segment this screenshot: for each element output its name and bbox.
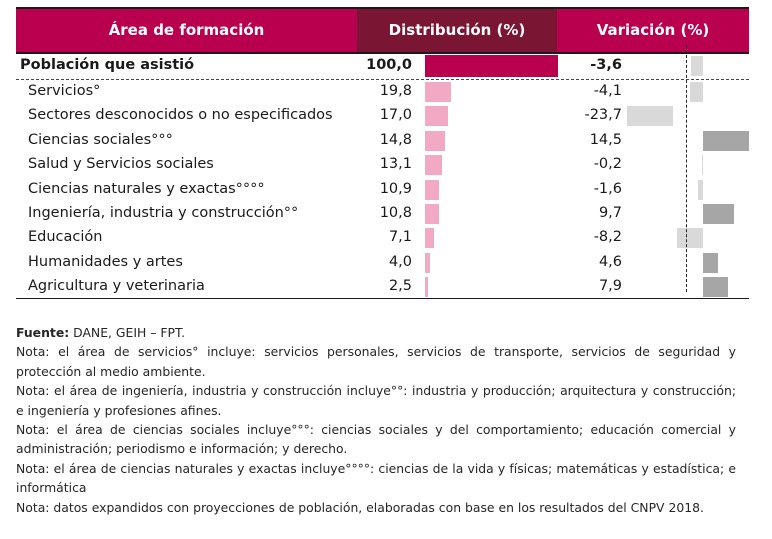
variation-zero-axis — [686, 45, 687, 292]
variation-bar — [676, 228, 703, 249]
row-distribution-value: 7,1 — [388, 229, 412, 246]
table-row: Ingeniería, industria y construcción°° 10… — [16, 202, 749, 226]
variation-bar — [697, 179, 703, 200]
row-label: Ciencias naturales y exactas°°°° — [28, 180, 265, 197]
variation-bar — [703, 130, 749, 151]
distribution-bar — [425, 155, 443, 176]
table-body: Servicios° 19,8 -4,1 Sectores desconocidos … — [16, 80, 749, 300]
row-variation-value: 14,5 — [589, 131, 622, 148]
distribution-bar — [425, 82, 452, 102]
row-label: Educación — [28, 229, 103, 246]
source-note: Fuente: DANE, GEIH – FPT. — [16, 323, 736, 342]
table-row: Ciencias naturales y exactas°°°° 10,9 -1,6 — [16, 178, 749, 202]
table-row: Ciencias sociales°°° 14,8 14,5 — [16, 129, 749, 153]
row-label: Sectores desconocidos o no especificados — [28, 107, 333, 124]
header-area: Área de formación — [16, 9, 357, 52]
row-distribution-value: 2,5 — [388, 278, 412, 295]
variation-bar — [627, 106, 674, 127]
total-variation-bar — [691, 56, 703, 76]
variation-bar — [702, 155, 703, 176]
row-label: Agricultura y veterinaria — [28, 278, 205, 295]
row-distribution-value: 13,1 — [379, 156, 412, 173]
table-row: Sectores desconocidos o no especificados… — [16, 104, 749, 128]
row-label: Ingeniería, industria y construcción°° — [28, 204, 299, 221]
row-label: Humanidades y artes — [28, 253, 183, 270]
note-data-expansion: Nota: datos expandidos con proyecciones … — [16, 499, 704, 515]
row-distribution-value: 4,0 — [388, 253, 412, 270]
total-variation-value: -3,6 — [590, 57, 622, 73]
table-row: Humanidades y artes 4,0 4,6 — [16, 251, 749, 275]
distribution-bar — [425, 203, 440, 224]
variation-bar — [703, 252, 718, 273]
source-label: Fuente: — [16, 325, 70, 340]
table-header: Área de formación Distribución (%) Varia… — [16, 7, 749, 54]
note-engineering: Nota: el área de ingeniería, industria y… — [16, 383, 736, 418]
row-label: Salud y Servicios sociales — [28, 156, 214, 173]
row-label: Ciencias sociales°°° — [28, 131, 173, 148]
distribution-bar — [425, 277, 429, 298]
variation-bar — [689, 82, 703, 102]
total-row: Población que asistió 100,0 -3,6 — [16, 54, 749, 80]
variation-bar — [703, 203, 735, 224]
row-variation-value: -0,2 — [593, 156, 622, 173]
row-variation-value: -23,7 — [584, 107, 622, 124]
total-distribution-value: 100,0 — [366, 57, 412, 73]
table-row: Agricultura y veterinaria 2,5 7,9 — [16, 275, 749, 299]
row-distribution-value: 10,9 — [379, 180, 412, 197]
row-variation-value: -4,1 — [593, 83, 622, 99]
distribution-bar — [425, 106, 448, 127]
distribution-bar — [425, 252, 431, 273]
note-social-sciences: Nota: el área de ciencias sociales inclu… — [16, 422, 736, 457]
table-row: Educación 7,1 -8,2 — [16, 226, 749, 250]
distribution-bar — [425, 228, 435, 249]
row-distribution-value: 19,8 — [379, 83, 412, 99]
formation-area-table: Área de formación Distribución (%) Varia… — [16, 7, 749, 300]
table-bottom-border — [16, 298, 749, 299]
header-variation: Variación (%) — [557, 9, 749, 52]
total-label: Población que asistió — [20, 57, 195, 73]
row-label: Servicios° — [28, 83, 101, 99]
distribution-bar — [425, 179, 440, 200]
note-natural-sciences: Nota: el área de ciencias naturales y ex… — [16, 460, 736, 496]
header-distribution: Distribución (%) — [357, 9, 557, 52]
row-variation-value: 7,9 — [598, 278, 622, 295]
note-services: Nota: el área de servicios° incluye: ser… — [16, 344, 736, 379]
row-variation-value: -1,6 — [593, 180, 622, 197]
row-variation-value: 4,6 — [598, 253, 622, 270]
table-row: Servicios° 19,8 -4,1 — [16, 80, 749, 104]
table-row: Salud y Servicios sociales 13,1 -0,2 — [16, 153, 749, 177]
row-distribution-value: 17,0 — [379, 107, 412, 124]
row-distribution-value: 10,8 — [379, 204, 412, 221]
row-variation-value: 9,7 — [598, 204, 622, 221]
row-variation-value: -8,2 — [593, 229, 622, 246]
row-distribution-value: 14,8 — [379, 131, 412, 148]
footnotes: Fuente: DANE, GEIH – FPT. Nota: el área … — [16, 323, 736, 517]
source-text: DANE, GEIH – FPT. — [69, 325, 186, 340]
total-distribution-bar — [425, 55, 558, 77]
distribution-bar — [425, 130, 445, 151]
variation-bar — [703, 277, 729, 298]
